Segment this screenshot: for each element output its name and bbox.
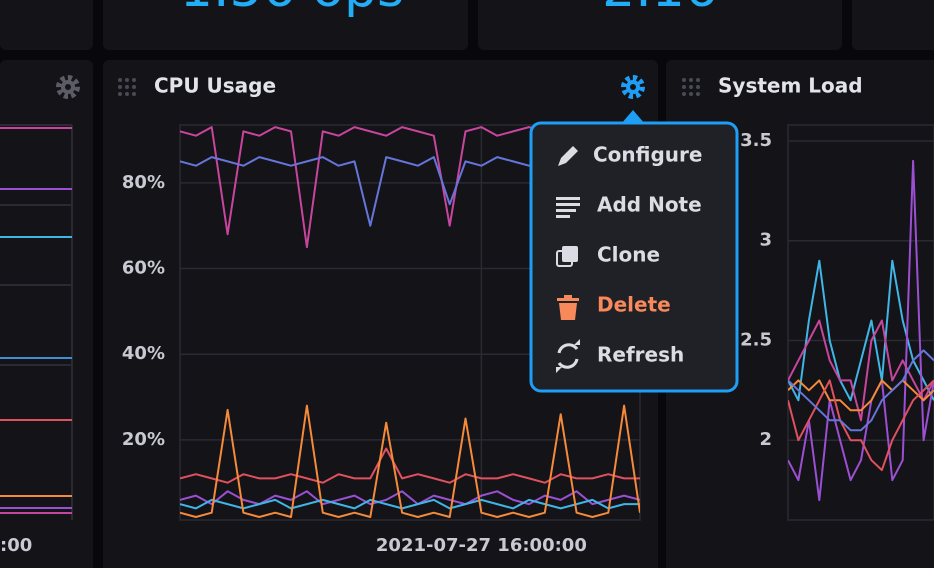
line xyxy=(788,379,934,472)
line xyxy=(788,159,934,502)
cell xyxy=(103,0,468,50)
left-graph xyxy=(0,124,73,520)
single-stat: 2.16 xyxy=(602,0,718,19)
gear-icon[interactable] xyxy=(621,75,645,99)
panel-title: CPU Usage xyxy=(154,74,276,98)
cell xyxy=(0,0,93,50)
menu-label: Configure xyxy=(593,143,702,167)
menu-item[interactable]: Refresh xyxy=(556,339,684,373)
y-tick-label: 2.5 xyxy=(740,329,772,350)
y-tick-label: 3.5 xyxy=(740,130,772,151)
line xyxy=(180,447,640,484)
menu-item[interactable]: Delete xyxy=(557,293,671,321)
y-tick-label: 2 xyxy=(759,429,772,450)
y-tick-label: 40% xyxy=(122,343,165,364)
panel-title: System Load xyxy=(718,74,863,98)
menu-label: Add Note xyxy=(597,193,702,217)
menu-label: Clone xyxy=(597,243,660,267)
line xyxy=(788,349,934,432)
menu-label: Delete xyxy=(597,293,671,317)
line xyxy=(180,404,640,518)
plot-border xyxy=(787,124,934,521)
y-tick-label: 3 xyxy=(759,230,772,251)
panel xyxy=(0,60,93,568)
y-tick-label: 60% xyxy=(122,258,165,279)
y-tick-label: 20% xyxy=(122,429,165,450)
gear-icon[interactable] xyxy=(56,75,80,99)
cell xyxy=(478,0,842,50)
line xyxy=(788,319,934,422)
menu-item[interactable]: Clone xyxy=(556,243,660,267)
x-tick-label: 2021-07-27 16:00:00 xyxy=(376,535,587,556)
y-tick-label: 80% xyxy=(122,172,165,193)
drag-handle[interactable] xyxy=(118,78,136,96)
panel xyxy=(103,60,658,568)
menu-label: Refresh xyxy=(597,343,684,367)
line xyxy=(788,379,934,412)
cell xyxy=(852,0,934,50)
menu-item[interactable]: Add Note xyxy=(556,193,702,219)
menu-item[interactable]: Configure xyxy=(558,143,702,167)
line xyxy=(180,490,640,506)
chart: 2 2.5 3 3.5 xyxy=(740,124,934,521)
line xyxy=(788,259,934,402)
line xyxy=(180,498,640,510)
x-tick-label: :00 xyxy=(0,535,32,556)
drag-handle[interactable] xyxy=(682,78,700,96)
context-menu: Configure Add Note Clone Delete Refresh xyxy=(529,110,739,393)
series-group xyxy=(788,159,934,502)
single-stat: 1.56 ops xyxy=(180,0,404,19)
